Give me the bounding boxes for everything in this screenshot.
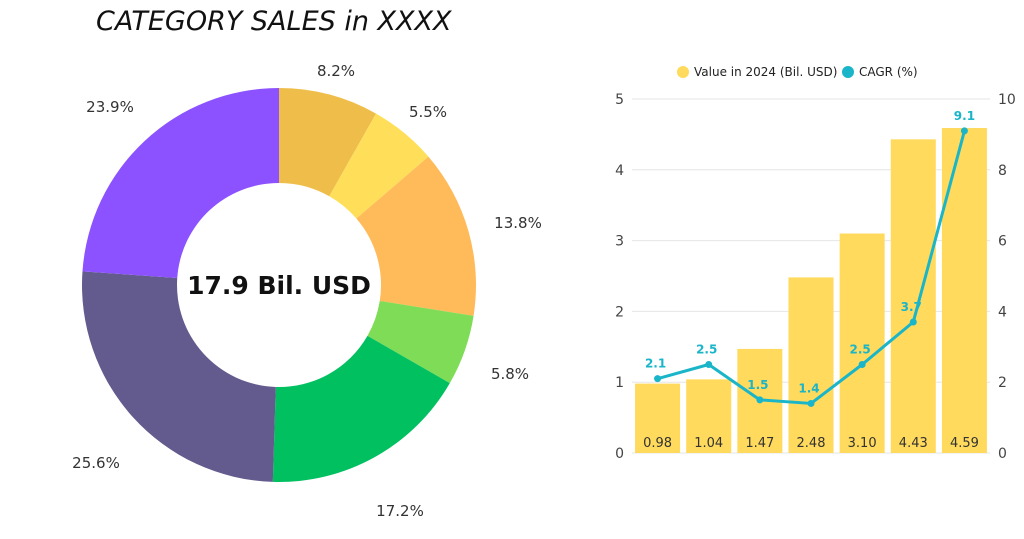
- chart-title: CATEGORY SALES in XXXX: [96, 6, 452, 37]
- donut-slice: [272, 335, 450, 482]
- cagr-point: [858, 361, 866, 368]
- donut-slice-label: 5.8%: [491, 365, 529, 383]
- bar: [839, 233, 885, 453]
- donut-slice-label: 17.2%: [376, 502, 424, 520]
- cagr-point: [960, 127, 968, 135]
- bar: [635, 383, 681, 453]
- bar-value-label: 1.47: [745, 436, 774, 451]
- cagr-point: [705, 361, 713, 368]
- donut-slice-label: 8.2%: [317, 62, 355, 80]
- legend-marker: [677, 66, 689, 78]
- bar-value-label: 4.59: [950, 436, 979, 451]
- donut-slice: [82, 88, 279, 278]
- bar-value-label: 4.43: [899, 436, 928, 451]
- legend-marker: [842, 66, 854, 78]
- legend-label: Value in 2024 (Bil. USD): [694, 65, 837, 79]
- cagr-line: [657, 130, 966, 405]
- left-axis-tick: 0: [615, 446, 624, 462]
- right-axis-tick: 6: [998, 234, 1007, 250]
- legend-label: CAGR (%): [859, 65, 918, 79]
- donut-slice-label: 23.9%: [86, 98, 134, 116]
- cagr-value-label: 2.5: [850, 343, 871, 357]
- right-axis-tick: 8: [998, 163, 1007, 179]
- left-axis-tick: 3: [615, 234, 624, 250]
- donut-center-total: 17.9 Bil. USD: [187, 271, 371, 300]
- right-axis-tick: 10: [998, 92, 1016, 108]
- bar: [686, 379, 732, 453]
- right-axis-tick: 4: [998, 304, 1007, 320]
- donut-chart: 8.2% 5.5% 13.8% 5.8% 17.2% 25.6% 23.9% 17.9 Bil…: [72, 62, 542, 520]
- cagr-value-label: 1.5: [747, 378, 768, 392]
- donut-slice: [279, 88, 377, 197]
- cagr-point: [756, 396, 764, 404]
- bar-value-label: 1.04: [694, 436, 723, 451]
- bar: [737, 348, 783, 453]
- donut-slice-label: 5.5%: [409, 103, 447, 121]
- left-axis-tick: 2: [615, 304, 624, 320]
- bar-value-label: 2.48: [797, 436, 826, 451]
- bar-value-label: 3.10: [848, 436, 877, 451]
- donut-slice: [356, 156, 476, 316]
- donut-slice: [367, 300, 474, 384]
- bar-value-label: 0.98: [643, 436, 672, 451]
- donut-slice: [329, 113, 429, 219]
- bar: [788, 277, 834, 453]
- donut-slice-label: 13.8%: [494, 214, 542, 232]
- bar: [890, 139, 936, 453]
- cagr-value-label: 3.7: [901, 300, 922, 314]
- cagr-value-label: 2.5: [696, 343, 717, 357]
- left-axis-tick: 1: [615, 375, 624, 391]
- cagr-value-label: 1.4: [798, 381, 819, 395]
- left-axis-tick: 4: [615, 163, 624, 179]
- bar: [941, 128, 987, 453]
- donut-slice: [82, 271, 276, 482]
- cagr-point: [654, 375, 662, 383]
- left-axis-tick: 5: [615, 92, 624, 108]
- cagr-value-label: 9.1: [954, 109, 975, 123]
- cagr-point: [909, 318, 917, 326]
- cagr-value-label: 2.1: [645, 357, 666, 371]
- right-axis-tick: 0: [998, 446, 1007, 462]
- right-axis-tick: 2: [998, 375, 1007, 391]
- cagr-point: [807, 399, 815, 407]
- donut-slice-label: 25.6%: [72, 454, 120, 472]
